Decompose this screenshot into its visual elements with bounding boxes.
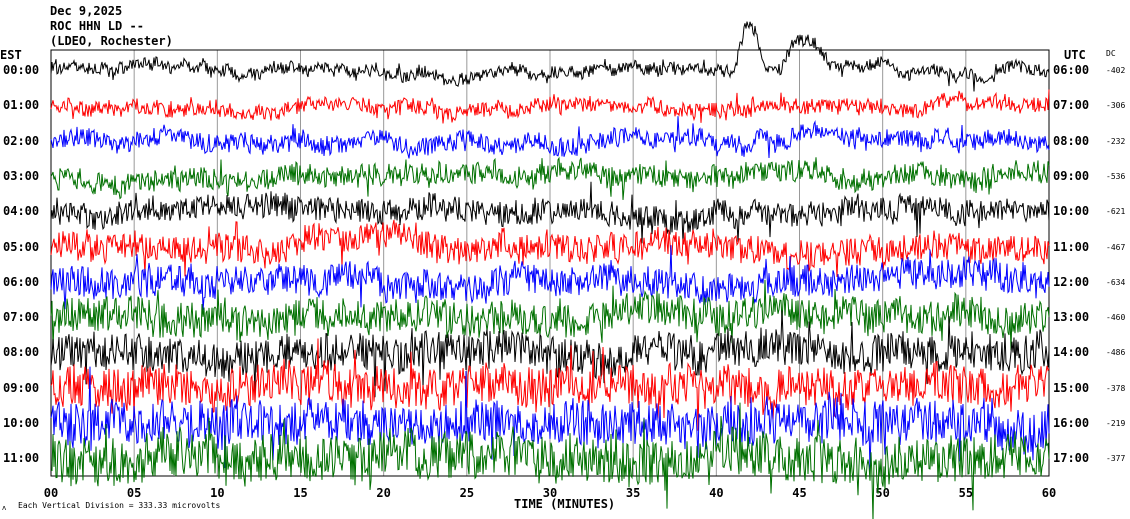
station-label: ROC HHN LD --: [50, 19, 144, 33]
est-label-7: 07:00: [3, 310, 40, 325]
dc-value-8: -486: [1106, 348, 1126, 358]
dc-value-10: -219: [1106, 419, 1126, 428]
utc-label-11: 17:00: [1053, 451, 1090, 466]
dc-value-6: -634: [1106, 277, 1126, 287]
utc-label-4: 10:00: [1053, 204, 1090, 219]
dc-label: DC: [1106, 49, 1116, 58]
chart-date: Dec 9,2025: [50, 4, 123, 18]
dc-value-2: -232: [1106, 136, 1126, 146]
x-tick-label: 25: [459, 486, 475, 500]
trace-0900: [50, 338, 1050, 431]
utc-label-1: 07:00: [1053, 98, 1090, 113]
utc-label: UTC: [1064, 48, 1086, 62]
network-label: (LDEO, Rochester): [50, 34, 173, 48]
est-label-2: 02:00: [3, 133, 40, 148]
trace-0100: [50, 89, 1050, 124]
trace-0700: [50, 279, 1050, 351]
utc-label-5: 11:00: [1053, 239, 1090, 254]
est-label-0: 00:00: [3, 63, 40, 77]
dc-value-7: -460: [1106, 313, 1126, 323]
x-tick-label: 10: [210, 486, 225, 500]
utc-label-0: 06:00: [1053, 63, 1090, 77]
trace-0300: [50, 156, 1050, 200]
utc-label-6: 12:00: [1053, 274, 1090, 289]
x-axis-label: TIME (MINUTES): [514, 497, 616, 511]
utc-label-3: 09:00: [1053, 168, 1090, 183]
dc-value-3: -536: [1106, 171, 1126, 181]
x-tick-label: 40: [709, 486, 724, 500]
trace-0400: [50, 181, 1050, 245]
trace-1100: [50, 402, 1050, 519]
x-tick-label: 35: [625, 486, 641, 500]
scale-note: Each Vertical Division = 333.33 microvol…: [18, 501, 221, 510]
est-label: EST: [0, 48, 22, 62]
est-label-8: 08:00: [3, 345, 40, 360]
dc-value-0: -402: [1106, 66, 1126, 75]
x-tick-label: 50: [875, 486, 890, 500]
utc-label-10: 16:00: [1053, 416, 1090, 430]
dc-value-1: -306: [1106, 101, 1126, 111]
est-label-3: 03:00: [3, 168, 40, 183]
dc-value-9: -378: [1106, 383, 1126, 393]
est-label-1: 01:00: [3, 98, 40, 113]
dc-value-4: -621: [1106, 207, 1126, 217]
x-tick-label: 05: [126, 486, 142, 500]
est-label-6: 06:00: [3, 274, 40, 289]
utc-label-2: 08:00: [1053, 133, 1090, 148]
est-label-5: 05:00: [3, 239, 40, 254]
x-tick-label: 15: [293, 486, 308, 500]
trace-0200: [50, 116, 1050, 159]
est-label-9: 09:00: [3, 380, 40, 395]
trace-0000: [50, 21, 1050, 92]
est-label-10: 10:00: [3, 416, 40, 430]
x-tick-label: 30: [542, 486, 558, 500]
utc-label-8: 14:00: [1053, 345, 1090, 360]
dc-value-11: -377: [1106, 454, 1126, 464]
est-label-4: 04:00: [3, 204, 40, 219]
x-tick-label: 55: [958, 486, 974, 500]
x-tick-label: 45: [792, 486, 807, 500]
plot-frame: [50, 49, 1050, 477]
utc-label-7: 13:00: [1053, 310, 1090, 325]
trace-0800: [50, 310, 1050, 398]
est-label-11: 11:00: [3, 451, 40, 466]
dc-value-5: -467: [1106, 242, 1126, 252]
trace-1000: [50, 366, 1050, 471]
x-tick-label: 20: [376, 486, 391, 500]
logo-icon: ʌ: [2, 504, 7, 512]
x-tick-label: 60: [1041, 486, 1057, 500]
utc-label-9: 15:00: [1053, 380, 1090, 395]
x-tick-label: 00: [43, 486, 59, 500]
trace-0600: [50, 245, 1050, 311]
